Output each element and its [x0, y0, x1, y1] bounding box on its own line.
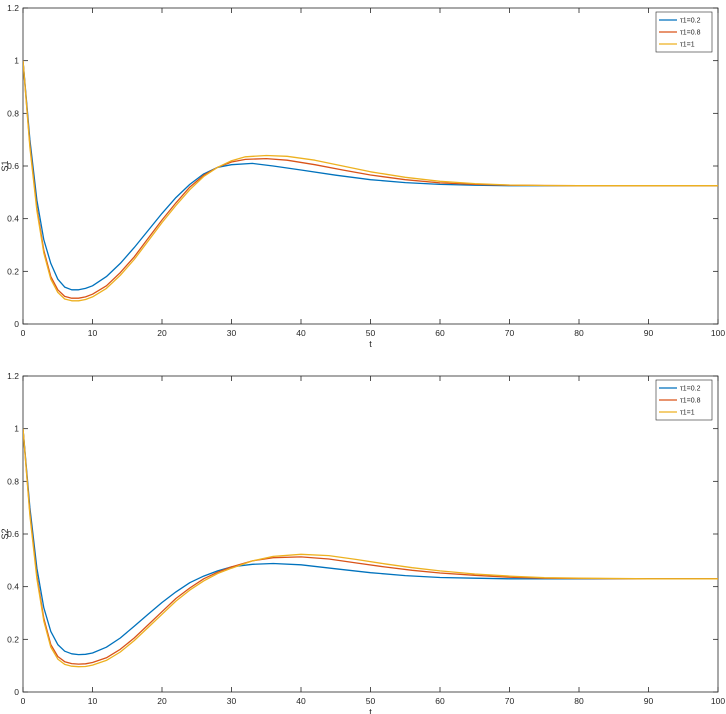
- legend-label: τ1=0.8: [680, 398, 701, 405]
- x-tick-label: 100: [711, 696, 725, 706]
- legend-label: τ1=1: [680, 410, 695, 417]
- x-tick-label: 40: [296, 696, 306, 706]
- y-tick-label: 1.2: [7, 3, 19, 13]
- legend-label: τ1=0.2: [680, 18, 701, 25]
- x-tick-label: 70: [505, 328, 515, 338]
- x-tick-label: 70: [505, 696, 515, 706]
- y-tick-label: 1.2: [7, 371, 19, 381]
- x-tick-label: 30: [227, 696, 237, 706]
- legend-label: τ1=0.2: [680, 386, 701, 393]
- y-axis-label: S1: [0, 160, 10, 171]
- y-tick-label: 0.8: [7, 108, 19, 118]
- y-tick-label: 0.8: [7, 476, 19, 486]
- series-line-1: [23, 60, 718, 291]
- x-tick-label: 20: [157, 696, 167, 706]
- series-line-2: [23, 428, 718, 665]
- chart-1: 0 10 20 30 40 50 60 70 80 90 100 0 0.2 0.4 0.6 0.8 1 1.2 t…: [0, 3, 725, 349]
- legend: τ1=0.2 τ1=0.8 τ1=1: [655, 11, 713, 53]
- x-axis-label: t: [369, 707, 372, 714]
- y-tick-label: 0.6: [7, 161, 19, 171]
- y-tick-label: 0.2: [7, 634, 19, 644]
- legend-label: τ1=1: [680, 42, 695, 49]
- series-line-1: [23, 428, 718, 656]
- plot-area: [22, 375, 719, 693]
- x-tick-label: 60: [435, 696, 445, 706]
- x-tick-label: 10: [88, 696, 98, 706]
- y-tick-label: 1: [14, 56, 19, 66]
- y-tick-label: 0: [14, 319, 19, 329]
- y-tick-label: 0: [14, 687, 19, 697]
- x-tick-label: 30: [227, 328, 237, 338]
- y-tick-label: 0.6: [7, 529, 19, 539]
- x-tick-label: 20: [157, 328, 167, 338]
- x-tick-label: 80: [574, 696, 584, 706]
- y-tick-label: 1: [14, 424, 19, 434]
- y-tick-label: 0.4: [7, 582, 19, 592]
- x-tick-label: 50: [366, 696, 376, 706]
- y-axis-label: S2: [0, 528, 10, 539]
- series-line-3: [23, 428, 718, 668]
- x-tick-label: 10: [88, 328, 98, 338]
- series-line-2: [23, 60, 718, 299]
- series-line-3: [23, 60, 718, 302]
- chart-2: 0 10 20 30 40 50 60 70 80 90 100 0 0.2 0.4 0.6 0.8 1 1.2 t…: [0, 371, 725, 714]
- x-tick-label: 40: [296, 328, 306, 338]
- legend-label: τ1=0.8: [680, 30, 701, 37]
- x-tick-label: 100: [711, 328, 725, 338]
- x-tick-label: 90: [644, 328, 654, 338]
- x-tick-label: 50: [366, 328, 376, 338]
- x-tick-label: 0: [21, 696, 26, 706]
- x-tick-label: 80: [574, 328, 584, 338]
- plot-area: [22, 7, 719, 325]
- x-axis-label: t: [369, 339, 372, 349]
- x-tick-label: 0: [21, 328, 26, 338]
- x-tick-label: 90: [644, 696, 654, 706]
- legend: τ1=0.2 τ1=0.8 τ1=1: [655, 379, 713, 421]
- x-tick-label: 60: [435, 328, 445, 338]
- y-tick-label: 0.4: [7, 214, 19, 224]
- y-tick-label: 0.2: [7, 266, 19, 276]
